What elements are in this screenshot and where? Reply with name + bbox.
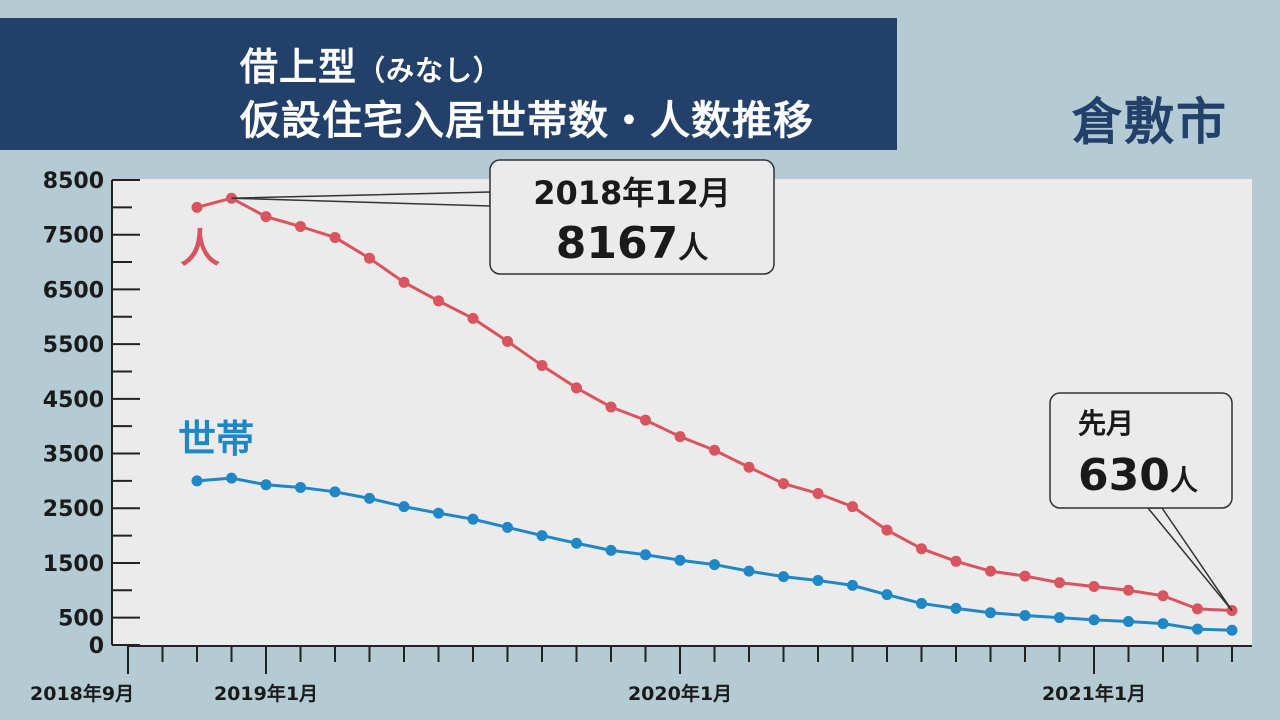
data-point: [881, 589, 893, 601]
callout-value-unit: 人: [1170, 464, 1198, 497]
data-point: [916, 543, 927, 555]
data-point: [812, 487, 824, 499]
data-point: [881, 524, 893, 536]
callout-box: [1049, 392, 1233, 509]
data-point: [778, 571, 789, 583]
data-point: [398, 276, 410, 288]
data-point: [536, 530, 548, 542]
data-point: [433, 507, 444, 519]
title-box: 借上型（みなし） 仮設住宅入居世帯数・人数推移: [0, 18, 897, 150]
data-point: [985, 607, 996, 619]
data-point: [191, 201, 203, 213]
data-point: [640, 549, 651, 561]
data-point: [571, 382, 582, 394]
callout-value: 8167人: [556, 218, 708, 269]
data-point: [674, 554, 686, 566]
data-point: [709, 444, 720, 456]
x-tick-label: 2021年1月: [1042, 682, 1146, 705]
x-tick-label: 2018年9月: [30, 682, 134, 705]
data-point: [605, 401, 617, 413]
data-point: [536, 359, 548, 371]
callout-value: 630人: [1078, 450, 1198, 501]
y-tick-label: 2500: [43, 497, 104, 522]
data-point: [1019, 570, 1031, 582]
data-point: [812, 574, 824, 586]
x-tick-label: 2019年1月: [214, 682, 318, 705]
data-point: [1088, 614, 1100, 626]
callout-joint: [1051, 507, 1055, 523]
y-tick-label: 3500: [43, 443, 104, 468]
y-tick-label: 4500: [43, 388, 104, 413]
data-point: [1123, 584, 1134, 596]
data-point: [260, 211, 272, 223]
data-point: [950, 555, 962, 567]
data-point: [467, 312, 479, 324]
callout-joint: [491, 191, 495, 207]
series-label-households: 世帯: [178, 417, 254, 461]
data-point: [950, 602, 962, 614]
data-point: [329, 486, 341, 498]
data-point: [226, 472, 237, 484]
data-point: [295, 221, 306, 232]
data-point: [502, 335, 513, 347]
data-point: [1192, 623, 1203, 635]
data-point: [1157, 618, 1169, 630]
series-label-people: 人: [180, 226, 220, 272]
data-point: [743, 461, 755, 473]
y-tick-label: 5500: [43, 333, 104, 358]
data-point: [605, 544, 617, 556]
callout-date: 2018年12月: [533, 174, 731, 212]
data-point: [571, 537, 582, 549]
series-group: [191, 192, 1238, 636]
chart-subtitle: 仮設住宅入居世帯数・人数推移: [240, 98, 814, 144]
callout-box: [489, 159, 775, 275]
y-tick-label: 500: [58, 607, 104, 632]
y-tick-label: 6500: [43, 278, 104, 303]
data-point: [847, 501, 858, 513]
callout-label: 先月: [1078, 407, 1134, 440]
data-point: [743, 565, 755, 577]
data-point: [191, 475, 203, 487]
data-point: [502, 521, 513, 533]
data-point: [1192, 603, 1203, 615]
data-point: [1054, 612, 1065, 624]
data-point: [1123, 615, 1134, 627]
title-main: 借上型: [240, 45, 358, 89]
data-point: [674, 431, 686, 443]
data-point: [985, 565, 996, 577]
data-point: [1157, 590, 1169, 602]
data-point: [1226, 624, 1238, 636]
data-point: [364, 252, 375, 264]
callout-value-number: 8167: [556, 218, 678, 269]
data-point: [640, 414, 651, 426]
callout-value-number: 630: [1078, 450, 1170, 501]
data-point: [260, 479, 272, 491]
data-point: [778, 478, 789, 490]
data-point: [364, 492, 375, 504]
y-tick-label: 0: [89, 634, 104, 659]
data-point: [847, 579, 858, 591]
title-paren: （みなし）: [357, 54, 503, 87]
data-point: [1019, 609, 1031, 621]
chart-title: 借上型（みなし）: [240, 36, 502, 91]
x-tick-label: 2020年1月: [628, 682, 732, 705]
data-point: [433, 295, 444, 307]
callout-value-unit: 人: [678, 231, 708, 266]
data-point: [1088, 580, 1100, 592]
data-point: [398, 501, 410, 513]
data-point: [1054, 577, 1065, 589]
y-tick-label: 1500: [43, 552, 104, 577]
y-tick-label: 7500: [43, 224, 104, 249]
y-tick-label: 8500: [43, 169, 104, 194]
x-axis: 2018年9月 2019年1月 2020年1月 2021年1月: [30, 645, 1252, 705]
data-point: [916, 597, 927, 609]
data-point: [329, 231, 341, 243]
data-point: [467, 513, 479, 525]
city-name: 倉敷市: [1072, 93, 1228, 151]
data-point: [295, 481, 306, 493]
data-point: [709, 559, 720, 571]
